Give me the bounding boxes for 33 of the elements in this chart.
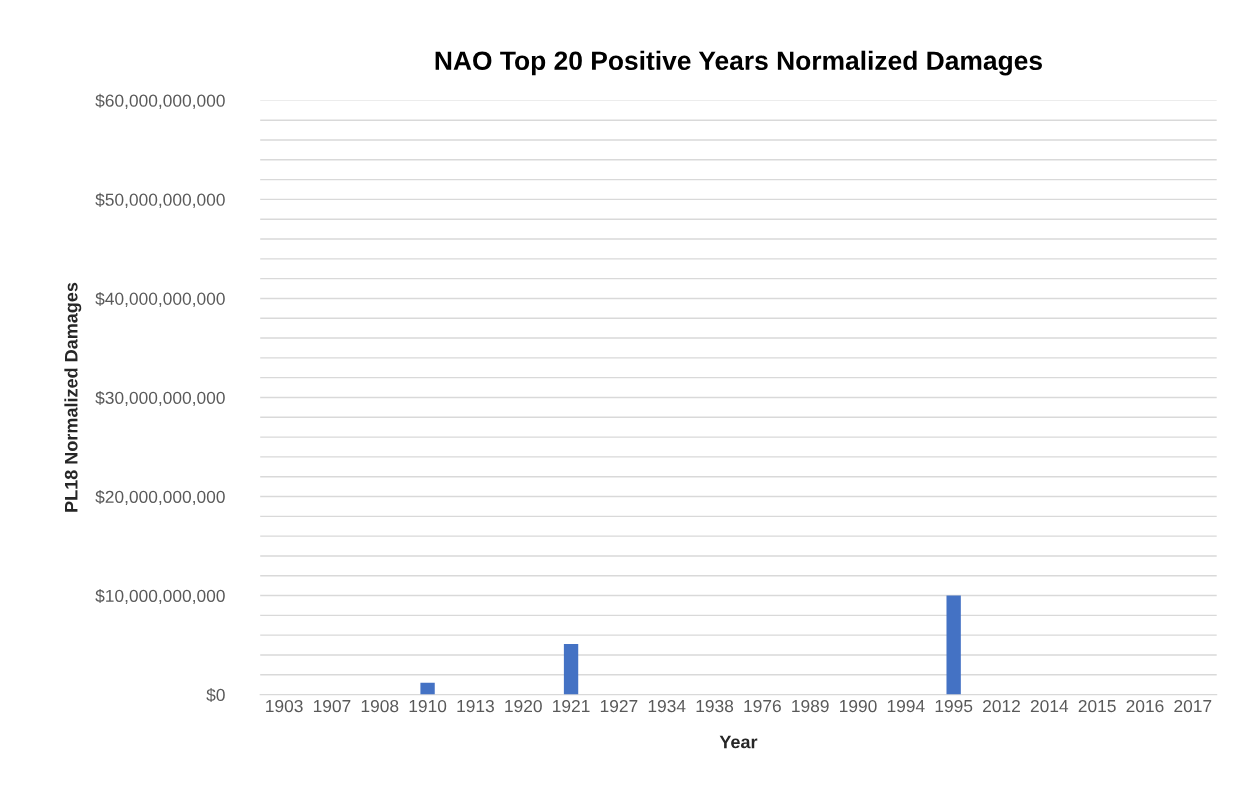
- x-tick-label: 2017: [1174, 699, 1212, 713]
- x-tick-label: 1990: [840, 699, 877, 713]
- chart-title: NAO Top 20 Positive Years Normalized Damages: [435, 50, 1042, 76]
- x-tick-label: 1976: [744, 699, 781, 713]
- y-axis-title: PL18 Normalized Damages: [64, 282, 82, 512]
- x-tick-label: 2014: [1030, 699, 1069, 713]
- x-tick-label: 1910: [409, 699, 447, 713]
- x-tick-label: 1907: [313, 699, 351, 713]
- x-tick-label: 1908: [361, 699, 399, 713]
- bar: [946, 595, 961, 695]
- x-tick-label: 1920: [505, 699, 542, 713]
- x-tick-label: 1994: [887, 699, 925, 713]
- y-tick-label: $20,000,000,000: [95, 489, 225, 506]
- x-tick-label: 1927: [600, 699, 638, 713]
- x-tick-label: 2016: [1126, 699, 1164, 713]
- x-tick-label: 1934: [648, 699, 686, 713]
- x-tick-label: 1995: [935, 699, 973, 713]
- x-tick-label: 1938: [696, 699, 734, 713]
- x-axis-title: Year: [719, 735, 758, 749]
- x-tick-label: 1913: [457, 699, 494, 713]
- y-tick-label: $30,000,000,000: [95, 390, 225, 406]
- y-tick-label: $60,000,000,000: [95, 93, 225, 109]
- x-tick-label: 2015: [1078, 699, 1116, 713]
- x-tick-label: 1989: [792, 699, 829, 713]
- y-tick-label: $10,000,000,000: [95, 589, 225, 605]
- x-tick-label: 1921: [553, 699, 590, 713]
- y-tick-label: $50,000,000,000: [95, 192, 225, 208]
- y-tick-label: $0: [206, 688, 225, 703]
- y-tick-label: $40,000,000,000: [95, 291, 225, 307]
- bar: [420, 682, 435, 695]
- x-tick-label: 1903: [266, 699, 303, 713]
- x-tick-label: 2012: [983, 699, 1020, 713]
- bar: [563, 644, 579, 695]
